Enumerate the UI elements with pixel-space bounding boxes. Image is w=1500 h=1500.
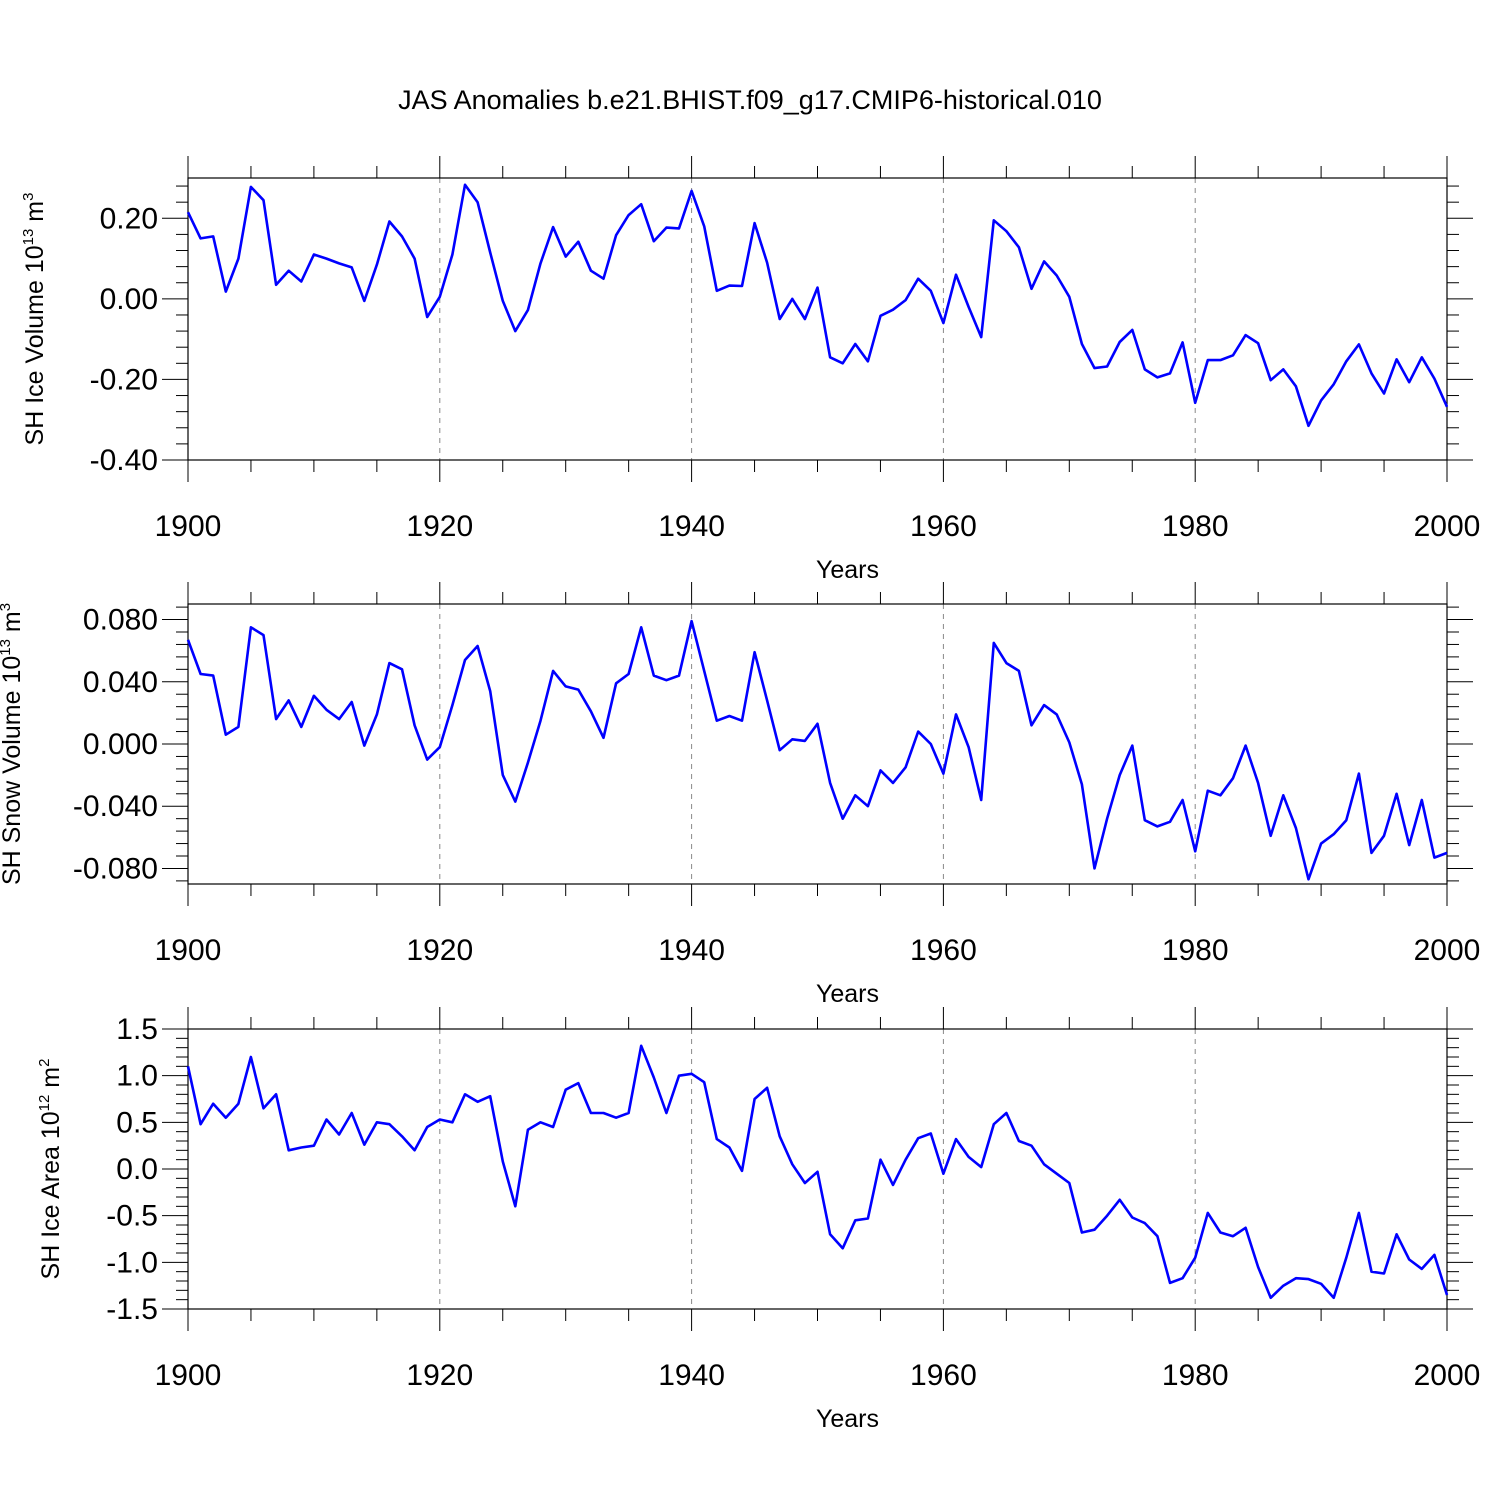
x-axis-title: Years <box>816 556 879 584</box>
panel-3: 1900 1920 1940 1960 1980 2000 -1.5 -1.0 -0.5 0.0 0… <box>36 1007 1480 1433</box>
y-tick-label: -0.040 <box>73 790 158 823</box>
x-tick-label: 1940 <box>658 510 725 543</box>
y-tick-label: -0.20 <box>90 363 158 396</box>
y-tick-label: 1.0 <box>116 1060 158 1093</box>
x-tick-label: 1900 <box>155 934 222 967</box>
y-tick-label: 0.5 <box>116 1106 158 1139</box>
x-tick-label: 2000 <box>1414 510 1481 543</box>
x-tick-label: 1940 <box>658 1359 725 1392</box>
x-tick-label: 1960 <box>910 510 977 543</box>
x-tick-label: 2000 <box>1414 934 1481 967</box>
x-axis-title: Years <box>816 1405 879 1433</box>
y-axis-title: SH Ice Volume 1013 m3 <box>20 193 49 446</box>
x-tick-label: 1920 <box>406 510 473 543</box>
chart-title: JAS Anomalies b.e21.BHIST.f09_g17.CMIP6-… <box>398 85 1102 115</box>
y-tick-label: -1.0 <box>106 1246 158 1279</box>
plot-frame <box>187 603 1448 885</box>
x-tick-label: 1980 <box>1162 934 1229 967</box>
y-tick-label: 0.20 <box>100 202 158 235</box>
x-tick-label: 1920 <box>406 934 473 967</box>
x-tick-label: 1960 <box>910 934 977 967</box>
panel-1: 1900 1920 1940 1960 1980 2000 -0.40 -0.20 0.00 0.… <box>20 156 1480 584</box>
y-tick-label: -0.080 <box>73 852 158 885</box>
series-line <box>186 1044 1449 1300</box>
x-tick-label: 1940 <box>658 934 725 967</box>
x-tick-label: 1980 <box>1162 1359 1229 1392</box>
panel-2: 1900 1920 1940 1960 1980 2000 -0.080 -0.040 0.00… <box>0 582 1480 1008</box>
y-axis-title: SH Ice Area 1012 m2 <box>36 1059 65 1280</box>
x-tick-label: 1960 <box>910 1359 977 1392</box>
y-tick-label: -0.5 <box>106 1200 158 1233</box>
y-tick-label: 0.000 <box>83 728 158 761</box>
y-axis-title: SH Snow Volume 1013 m3 <box>0 603 26 885</box>
x-tick-label: 2000 <box>1414 1359 1481 1392</box>
y-tick-label: 0.040 <box>83 666 158 699</box>
y-tick-label: -0.40 <box>90 444 158 477</box>
x-axis-title: Years <box>816 980 879 1008</box>
x-tick-label: 1920 <box>406 1359 473 1392</box>
x-tick-label: 1900 <box>155 1359 222 1392</box>
x-tick-label: 1900 <box>155 510 222 543</box>
y-tick-label: 0.0 <box>116 1153 158 1186</box>
y-tick-label: 0.00 <box>100 283 158 316</box>
series-line <box>186 183 1449 428</box>
y-tick-label: 1.5 <box>116 1013 158 1046</box>
plot-frame <box>187 177 1448 461</box>
y-tick-label: 0.080 <box>83 604 158 637</box>
y-tick-label: -1.5 <box>106 1293 158 1326</box>
series-line <box>186 619 1448 881</box>
x-tick-label: 1980 <box>1162 510 1229 543</box>
